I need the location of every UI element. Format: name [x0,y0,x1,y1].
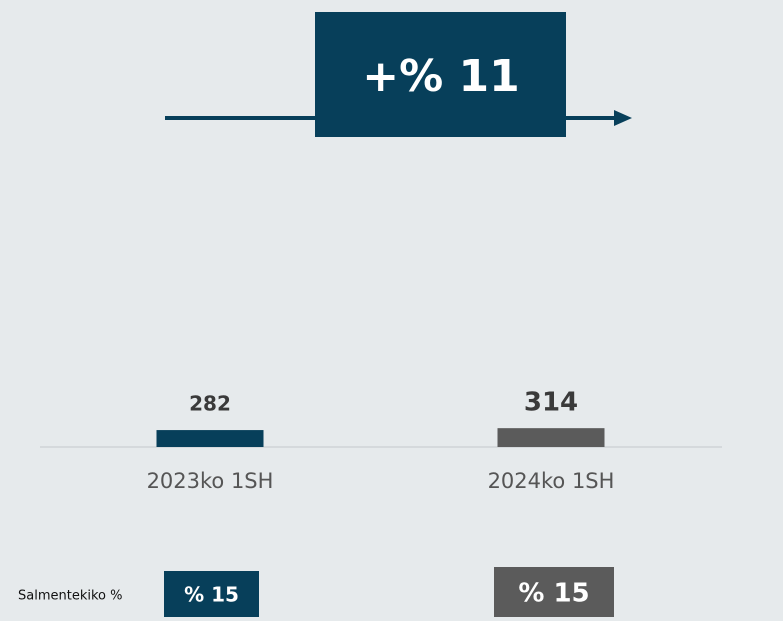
bar [156,430,264,447]
x-tick-label: 2023ko 1SH [147,469,274,493]
bar [497,428,605,447]
value-label: 282 [189,392,231,416]
margin-box [494,567,614,617]
margin-label: % 15 [184,583,239,607]
margin-box [164,571,259,617]
value-label: 314 [524,388,578,418]
annotation: +% 11 [362,51,520,102]
x-tick-label: 2024ko 1SH [488,469,615,493]
margin-title: Salmentekiko % [18,589,122,604]
arrow-head [614,110,632,126]
annotation-box [315,12,566,137]
margin-label: % 15 [518,579,589,609]
